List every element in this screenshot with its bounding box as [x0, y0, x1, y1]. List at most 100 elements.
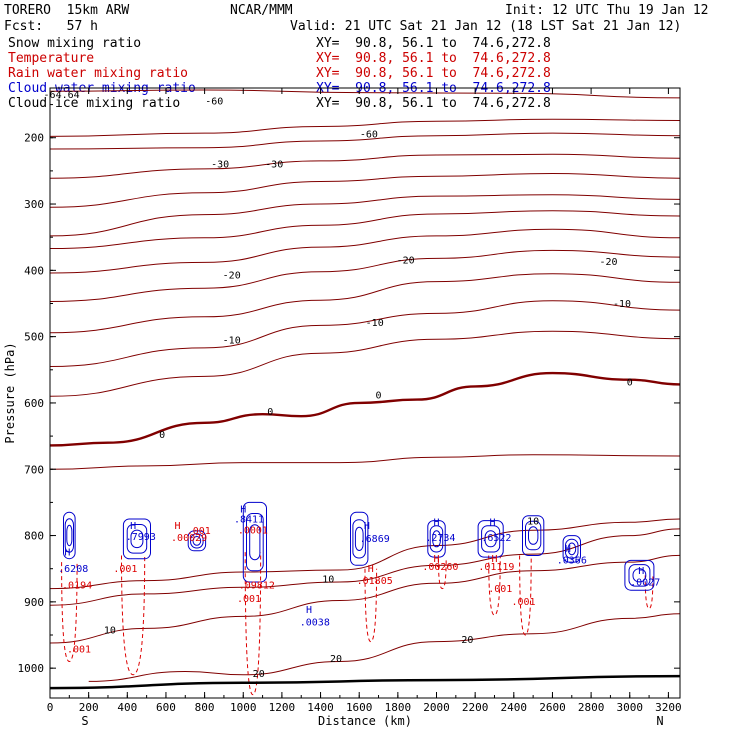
rain-label: H — [174, 521, 180, 532]
cloud-water-contour — [484, 530, 497, 548]
field-name-rain: Rain water mixing ratio — [8, 66, 189, 81]
field-xy-snow: XY= 90.8, 56.1 to 74.6,272.8 — [316, 36, 551, 51]
rain-shaft — [488, 555, 501, 616]
rain-shaft — [61, 562, 78, 663]
cloud-water-label: H — [638, 566, 644, 577]
isotherm-label: -60 — [205, 97, 223, 108]
isotherm-label: -20 — [599, 257, 617, 268]
isotherm-line — [49, 172, 681, 208]
plot-frame — [49, 87, 681, 699]
cloud-water-contour — [64, 518, 74, 553]
x-tick-label: 1000 — [230, 701, 257, 714]
rain-shaft — [364, 568, 378, 643]
rain-shaft — [519, 555, 532, 636]
init-time: Init: 12 UTC Thu 19 Jan 12 — [505, 3, 709, 18]
cloud-water-contour — [565, 538, 579, 559]
end-label-north: N — [656, 714, 663, 728]
cloud-water-contour — [562, 535, 581, 563]
x-tick-label: 1600 — [346, 701, 373, 714]
model-name: TORERO 15km ARW — [4, 3, 130, 18]
cloud-water-label: .0027 — [630, 577, 660, 588]
isotherm-label: -20 — [397, 256, 415, 267]
cloud-water-contour — [122, 518, 152, 560]
cloud-water-contour — [187, 530, 207, 552]
isotherm-label: -10 — [613, 299, 631, 310]
cloud-water-contour — [246, 513, 264, 572]
rain-shaft — [121, 555, 146, 676]
cloud-water-contour — [481, 525, 501, 553]
cloud-water-label: .6869 — [360, 534, 390, 545]
cloud-water-contour — [429, 525, 444, 553]
isotherm-label: 10 — [104, 626, 116, 637]
cloud-water-label: H — [565, 544, 571, 555]
cloud-water-label: .8411 — [234, 514, 264, 525]
rain-label: .001 — [67, 644, 91, 655]
field-name-snow: Snow mixing ratio — [8, 36, 142, 51]
isotherm-label: 0 — [375, 390, 381, 401]
x-tick-label: 400 — [117, 701, 137, 714]
isotherm-line — [49, 89, 681, 99]
cloud-water-contour — [567, 542, 577, 556]
cloud-water-label: H — [306, 605, 312, 616]
center-name: NCAR/MMM — [230, 3, 293, 18]
y-tick-label: 400 — [24, 264, 44, 277]
field-xy-cloud-ice: XY= 90.8, 56.1 to 74.6,272.8 — [316, 96, 551, 111]
cloud-water-contour — [350, 511, 369, 566]
x-tick-label: 0 — [47, 701, 54, 714]
cloud-water-contour — [192, 536, 202, 546]
x-tick-label: 1200 — [269, 701, 296, 714]
isotherm-line — [88, 613, 681, 682]
y-tick-label: 1000 — [18, 662, 45, 675]
rain-label: .001 — [187, 526, 211, 537]
isotherm-label: 10 — [527, 516, 539, 527]
y-tick-label: 500 — [24, 331, 44, 344]
isotherm-line — [49, 132, 681, 150]
rain-label: .001 — [237, 594, 261, 605]
cloud-water-label: H — [364, 521, 370, 532]
isotherm-line — [49, 518, 681, 590]
cloud-water-label: H — [64, 547, 70, 558]
ground-line-group — [49, 674, 681, 690]
y-tick-label: 600 — [24, 397, 44, 410]
cloud-water-label: .2734 — [425, 533, 455, 544]
field-name-cloud-ice: Cloud ice mixing ratio — [8, 96, 181, 111]
x-tick-label: 2800 — [578, 701, 605, 714]
cloud-water-contour — [63, 511, 76, 560]
cloud-water-label: .0038 — [300, 618, 330, 629]
isotherm-line — [49, 210, 681, 249]
isotherm-line — [49, 194, 681, 237]
cloud-water-contours — [63, 501, 655, 591]
isotherm-label: 20 — [330, 654, 342, 665]
field-xy-rain: XY= 90.8, 56.1 to 74.6,272.8 — [316, 66, 551, 81]
isotherm-line — [49, 554, 681, 644]
x-tick-label: 3200 — [655, 701, 682, 714]
cloud-water-contour — [190, 533, 204, 549]
rain-shaft — [644, 575, 654, 609]
cloud-water-contour — [427, 520, 446, 558]
cloud-water-contour — [624, 559, 655, 591]
isotherm-label: 0 — [159, 430, 165, 441]
isotherm-line — [49, 300, 681, 367]
rain-label: .01119 — [478, 562, 514, 573]
rain-label: .01805 — [357, 576, 393, 587]
rain-label: .001 — [511, 597, 535, 608]
rain-label: .00260 — [422, 562, 458, 573]
rain-label: .0194 — [62, 581, 92, 592]
rain-label: .0001 — [238, 526, 268, 537]
y-axis-title: Pressure (hPa) — [3, 342, 17, 443]
cloud-water-label: H — [240, 504, 246, 515]
cloud-water-contour — [525, 520, 542, 551]
x-tick-label: 3000 — [617, 701, 644, 714]
end-label-south: S — [81, 714, 88, 728]
isotherm-line — [49, 273, 681, 334]
isotherm-line — [49, 228, 681, 274]
cloud-water-contour — [528, 526, 539, 545]
y-tick-label: 700 — [24, 463, 44, 476]
x-axis-title: Distance (km) — [318, 714, 412, 728]
rain-label: .00029 — [171, 533, 207, 544]
cloud-water-contour — [249, 524, 261, 561]
y-tick-label: 300 — [24, 198, 44, 211]
x-tick-label: 2400 — [501, 701, 528, 714]
rain-shaft — [244, 552, 262, 696]
rain-label: .001 — [113, 564, 137, 575]
